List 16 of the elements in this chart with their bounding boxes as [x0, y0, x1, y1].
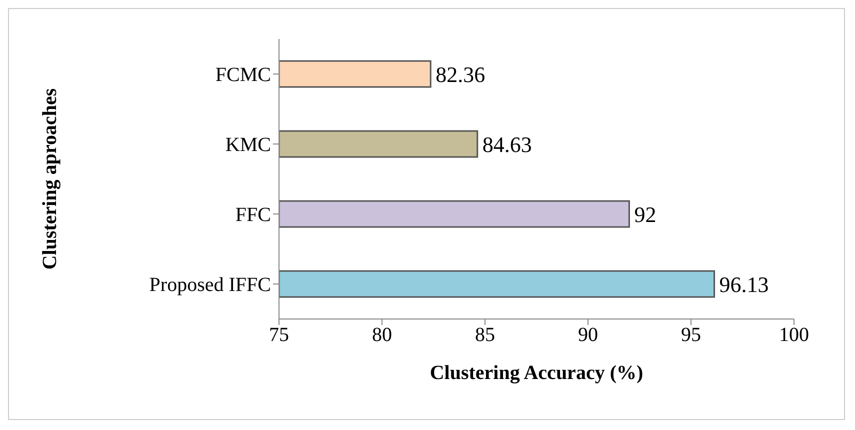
y-tick-label: FFC — [235, 204, 271, 226]
x-axis-title: Clustering Accuracy (%) — [430, 362, 644, 384]
x-tick-label: 75 — [269, 324, 289, 346]
data-label: 82.36 — [436, 62, 486, 87]
y-axis-title: Clustering aproaches — [39, 88, 62, 270]
x-tick-label: 80 — [372, 324, 392, 346]
y-tick-label: Proposed IFFC — [149, 274, 271, 296]
x-tick-label: 100 — [779, 324, 809, 346]
data-label: 92 — [634, 202, 656, 227]
y-tick-label: KMC — [225, 134, 271, 156]
x-tick-label: 90 — [578, 324, 598, 346]
x-tick-label: 95 — [681, 324, 701, 346]
data-label: 96.13 — [719, 272, 769, 297]
y-tick-label: FCMC — [215, 64, 271, 86]
x-tick-label: 85 — [475, 324, 495, 346]
data-label: 84.63 — [482, 132, 532, 157]
